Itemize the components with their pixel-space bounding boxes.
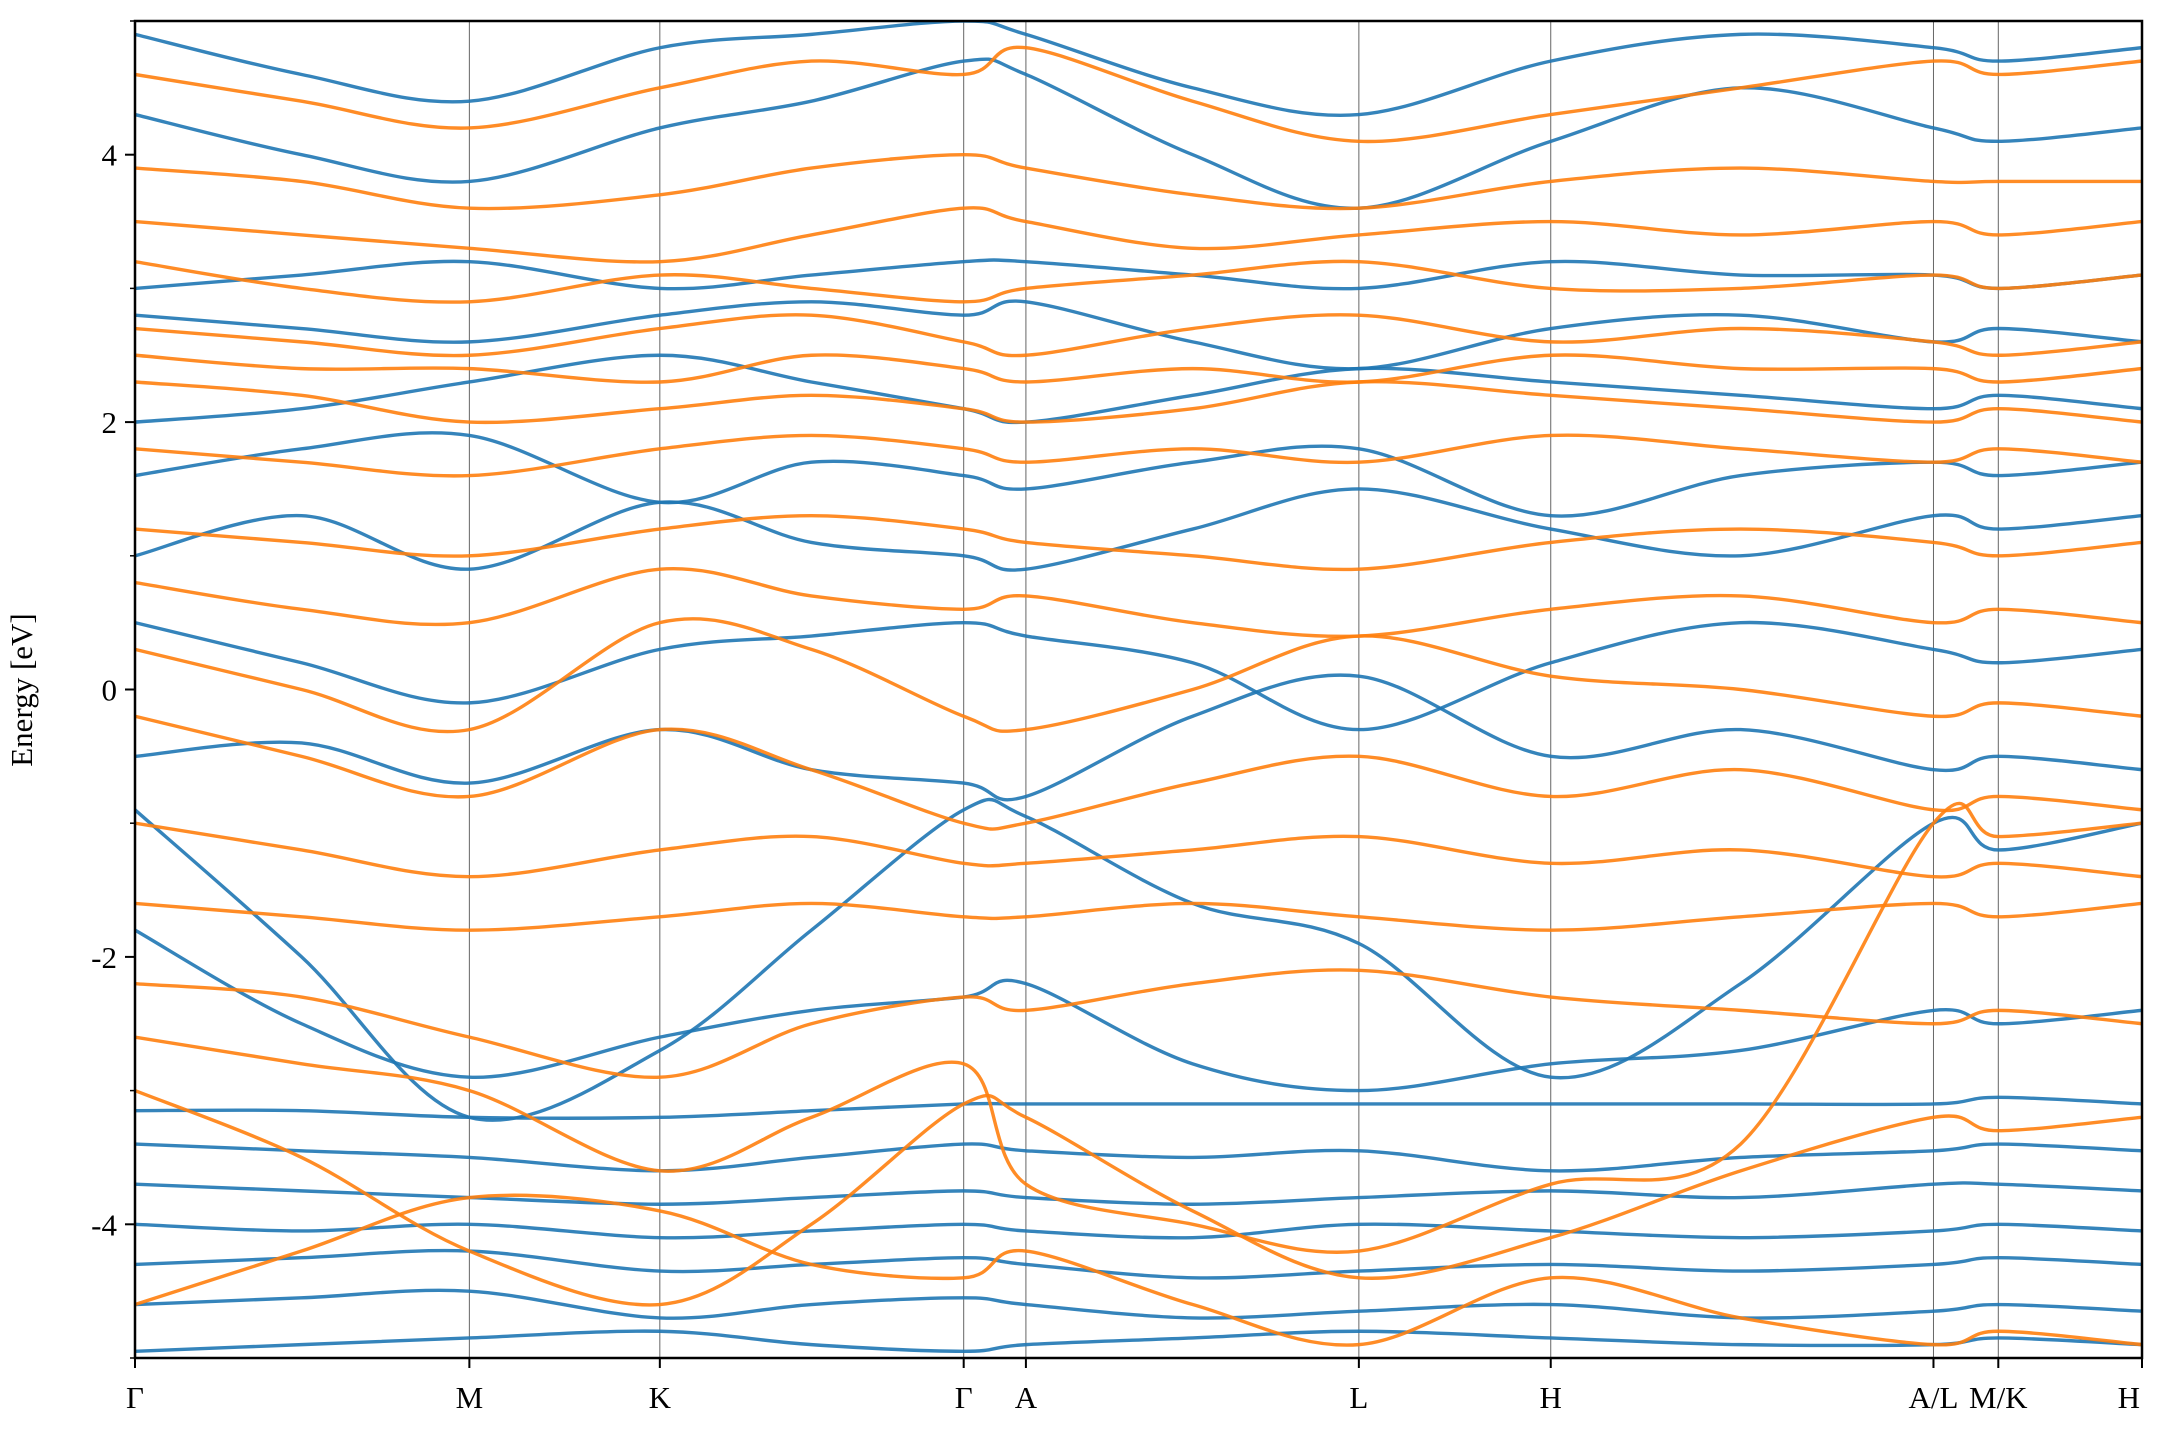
y-tick-label: 4 [102,138,118,173]
band-line [135,380,2142,425]
band-line [135,513,2142,572]
band-line [135,259,2142,304]
band-line [135,487,2142,572]
band-line [135,313,2142,358]
x-tick-label: H [1540,1380,1562,1415]
band-line [135,353,2142,425]
band-line [135,1142,2142,1173]
x-tick-label: A/L [1909,1380,1959,1415]
band-line [135,566,2142,639]
band-line [135,901,2142,932]
band-line [135,714,2142,831]
band-line [135,617,2142,734]
band-line [135,21,2142,117]
band-line [135,1288,2142,1320]
band-line [135,1248,2142,1280]
band-line [135,801,2142,1254]
band-line [135,1193,2142,1347]
y-tick-label: -4 [91,1207,117,1242]
bands [135,21,2142,1358]
band-line [135,1329,2142,1354]
x-tick-label: Γ [126,1380,144,1415]
band-line [135,45,2142,144]
axes: -4 -2 0 2 4 Γ M K Γ A L H A/L M/K H [91,19,2144,1415]
band-line [135,821,2142,879]
band-line [135,673,2142,802]
band-line [135,299,2142,371]
band-line [135,928,2142,1093]
band-line [135,431,2142,518]
band-line [135,620,2142,732]
band-line [135,1181,2142,1206]
band-line [135,152,2142,211]
band-line [135,258,2142,291]
band-line [135,206,2142,264]
x-tick-label: M/K [1969,1380,2028,1415]
band-line [135,57,2142,210]
y-tick-label: 0 [102,673,118,708]
x-tick-label: L [1349,1380,1368,1415]
band-line [135,433,2142,478]
y-tick-label: 2 [102,405,118,440]
x-tick-label: Γ [955,1380,973,1415]
band-line [135,968,2142,1079]
x-tick-label: M [456,1380,484,1415]
x-tick-label: H [2118,1380,2140,1415]
x-tick-label: K [649,1380,672,1415]
band-line [135,797,2142,1122]
y-tick-label: -2 [91,940,117,975]
y-axis-label: Energy [eV] [4,613,39,767]
x-tick-label: A [1015,1380,1038,1415]
band-line [135,1089,2142,1307]
band-line [135,1095,2142,1120]
band-line [135,353,2142,384]
band-line [135,1222,2142,1240]
